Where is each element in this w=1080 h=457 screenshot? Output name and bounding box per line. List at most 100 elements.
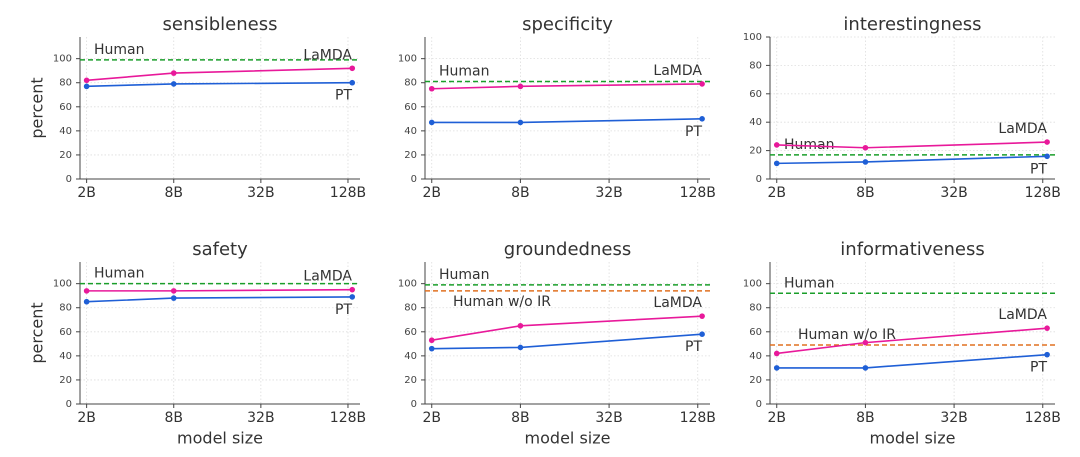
point [170,295,177,301]
y-axis-label: percent [28,77,47,138]
y-tick-label: 60 [404,327,417,338]
y-tick-label: 0 [756,399,762,410]
x-tick-label: 2B [422,410,441,426]
reference-label: Human [784,137,835,153]
series-label: PT [1030,161,1047,177]
point [862,339,869,346]
y-tick-label: 40 [59,351,72,362]
y-tick-label: 0 [66,399,72,410]
x-tick-label: 128B [680,410,716,426]
series-label: LaMDA [998,121,1047,137]
point [428,345,435,352]
y-tick-label: 20 [749,146,762,157]
point [83,298,90,305]
series-line [431,118,703,124]
x-tick-label: 128B [680,185,716,201]
y-tick-label: 80 [59,303,72,314]
series-line [776,353,1048,369]
subplot-title: sensibleness [163,14,278,35]
x-tick-label: 128B [1025,410,1061,426]
point [699,313,705,319]
y-tick-label: 100 [53,54,72,65]
series-line [86,67,353,82]
series-label: PT [685,339,702,355]
point [773,350,780,357]
series-label: LaMDA [303,269,352,285]
x-tick-label: 2B [422,185,441,201]
subplot-title: safety [192,239,248,260]
point [1044,153,1050,160]
y-tick-label: 100 [743,279,762,290]
x-tick-label: 32B [247,410,274,426]
subplot-title: groundedness [504,239,631,260]
x-tick-label: 8B [164,410,183,426]
point [1044,325,1050,331]
x-tick-label: 128B [330,185,366,201]
y-tick-label: 40 [404,126,417,137]
x-tick-label: 32B [940,185,967,201]
point [699,331,705,338]
reference-label: Human [94,42,145,58]
x-tick-label: 32B [595,185,622,201]
subplot-title: specificity [522,14,613,35]
reference-label: Human [439,267,490,283]
y-tick-label: 40 [749,351,762,362]
point [862,144,869,151]
point [773,160,780,167]
y-tick-label: 20 [749,375,762,386]
series-line [86,288,353,292]
y-tick-label: 100 [398,54,417,65]
point [773,365,780,371]
x-axis-label: model size [870,429,956,448]
point [517,119,524,126]
y-tick-label: 60 [404,102,417,113]
point [517,83,524,90]
x-tick-label: 2B [767,185,786,201]
point [517,322,524,329]
y-tick-label: 80 [404,303,417,314]
y-tick-label: 60 [749,89,762,100]
point [170,81,177,87]
x-tick-label: 2B [767,410,786,426]
series-label: PT [335,302,352,318]
point [349,79,356,86]
x-tick-label: 2B [77,185,96,201]
x-tick-label: 8B [511,185,530,201]
point [1044,351,1050,358]
x-tick-label: 8B [856,185,875,201]
point [1044,139,1050,145]
point [862,365,869,371]
series-label: LaMDA [998,307,1047,323]
series-label: LaMDA [303,47,352,63]
x-tick-label: 8B [856,410,875,426]
y-tick-label: 20 [404,150,417,161]
point [349,65,356,72]
y-tick-label: 100 [53,279,72,290]
point [349,286,356,293]
x-tick-label: 2B [77,410,96,426]
y-tick-label: 60 [59,102,72,113]
series-line [431,333,703,350]
point [83,77,90,84]
y-tick-label: 80 [749,303,762,314]
reference-label: Human [784,275,835,291]
y-tick-label: 80 [749,60,762,71]
series-line [86,81,353,88]
point [428,119,435,126]
y-tick-label: 0 [411,174,417,185]
point [349,294,356,300]
series-line [86,296,353,303]
point [428,85,435,92]
x-tick-label: 32B [940,410,967,426]
series-label: LaMDA [653,63,702,79]
point [773,142,780,148]
y-tick-label: 0 [756,174,762,185]
x-tick-label: 8B [511,410,530,426]
point [517,344,524,351]
point [83,288,90,294]
y-axis-label: percent [28,302,47,363]
y-tick-label: 100 [743,32,762,43]
y-tick-label: 60 [59,327,72,338]
point [428,337,435,344]
